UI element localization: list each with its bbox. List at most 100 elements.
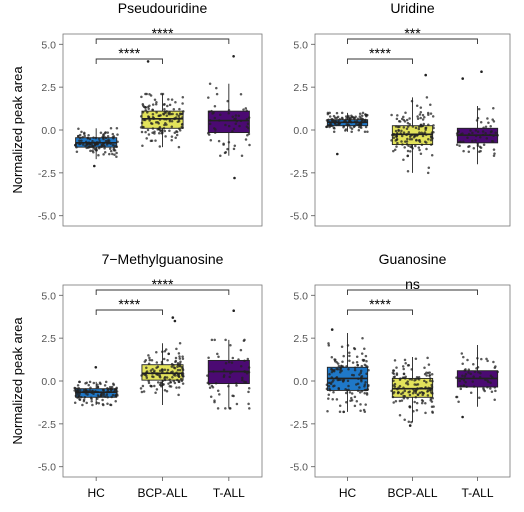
data-point [336,362,340,365]
data-point [208,386,212,390]
data-point [176,368,180,372]
data-point [406,149,410,153]
data-point [342,354,345,358]
data-point [222,374,226,377]
data-point [112,382,115,385]
y-axis-label: Normalized peak area [10,317,25,445]
data-point [364,125,368,129]
data-point [492,120,496,123]
outlier-point [146,60,150,63]
data-point [172,373,176,376]
data-point [76,384,80,387]
data-point [360,114,364,118]
data-point [399,132,402,135]
data-point [430,405,434,409]
data-point [410,144,413,147]
data-point [402,158,405,162]
data-point [331,118,335,122]
data-point [146,111,149,114]
data-point [492,148,496,151]
data-point [400,129,403,133]
data-point [97,395,101,398]
data-point [222,368,226,372]
y-tick-label: -5.0 [38,211,56,223]
data-point [484,125,488,129]
outlier-point [336,152,339,156]
data-point [153,98,157,101]
data-point [459,133,463,136]
y-axis-label: Normalized peak area [10,66,25,194]
data-point [181,367,184,370]
data-point [392,132,396,136]
data-point [163,350,167,353]
data-point [466,136,469,140]
data-point [215,92,219,96]
data-point [218,119,221,122]
data-point [85,381,88,385]
data-point [421,134,425,138]
data-point [350,396,353,400]
data-point [207,133,211,136]
data-point [489,381,492,385]
data-point [222,142,225,145]
data-point [108,385,112,389]
data-point [394,139,398,142]
data-point [359,403,362,406]
data-point [90,399,93,403]
y-tick-label: 0.0 [293,125,308,137]
data-point [342,124,346,128]
data-point [482,387,485,390]
data-point [176,363,180,366]
data-point [142,390,146,393]
data-point [176,378,179,382]
data-point [151,127,155,130]
data-point [109,142,112,145]
data-point [397,128,400,132]
data-point [176,365,179,368]
data-point [235,402,239,406]
data-point [457,129,460,133]
data-point [332,391,335,394]
data-point [340,345,344,348]
y-tick-label: -2.5 [38,168,56,180]
data-point [177,145,181,149]
data-point [175,347,178,351]
data-point [172,363,175,367]
data-point [173,381,177,385]
data-point [102,142,105,145]
data-point [78,133,82,137]
data-point [425,147,428,151]
data-point [364,381,367,384]
panel-title: Uridine [390,0,435,16]
data-point [175,133,179,137]
data-point [227,124,231,128]
data-point [411,147,414,150]
data-point [402,386,405,389]
data-point [160,383,163,387]
data-point [365,364,368,368]
data-point [357,377,360,380]
data-point [424,386,427,389]
data-point [405,127,409,130]
data-point [209,139,213,142]
data-point [168,129,171,132]
data-point [237,114,241,118]
data-point [419,152,423,156]
y-tick-label: 0.0 [41,376,56,388]
data-point [115,151,118,155]
data-point [107,390,111,394]
data-point [360,364,364,368]
data-point [395,145,398,148]
data-point [97,146,101,150]
data-point [469,129,472,132]
data-point [88,143,92,146]
data-point [92,136,95,139]
significance-bracket [95,58,163,64]
data-point [390,389,393,393]
data-point [162,357,166,361]
data-point [102,389,105,392]
data-point [429,138,433,142]
data-point [325,119,329,122]
data-point [147,381,151,385]
data-point [208,119,212,122]
